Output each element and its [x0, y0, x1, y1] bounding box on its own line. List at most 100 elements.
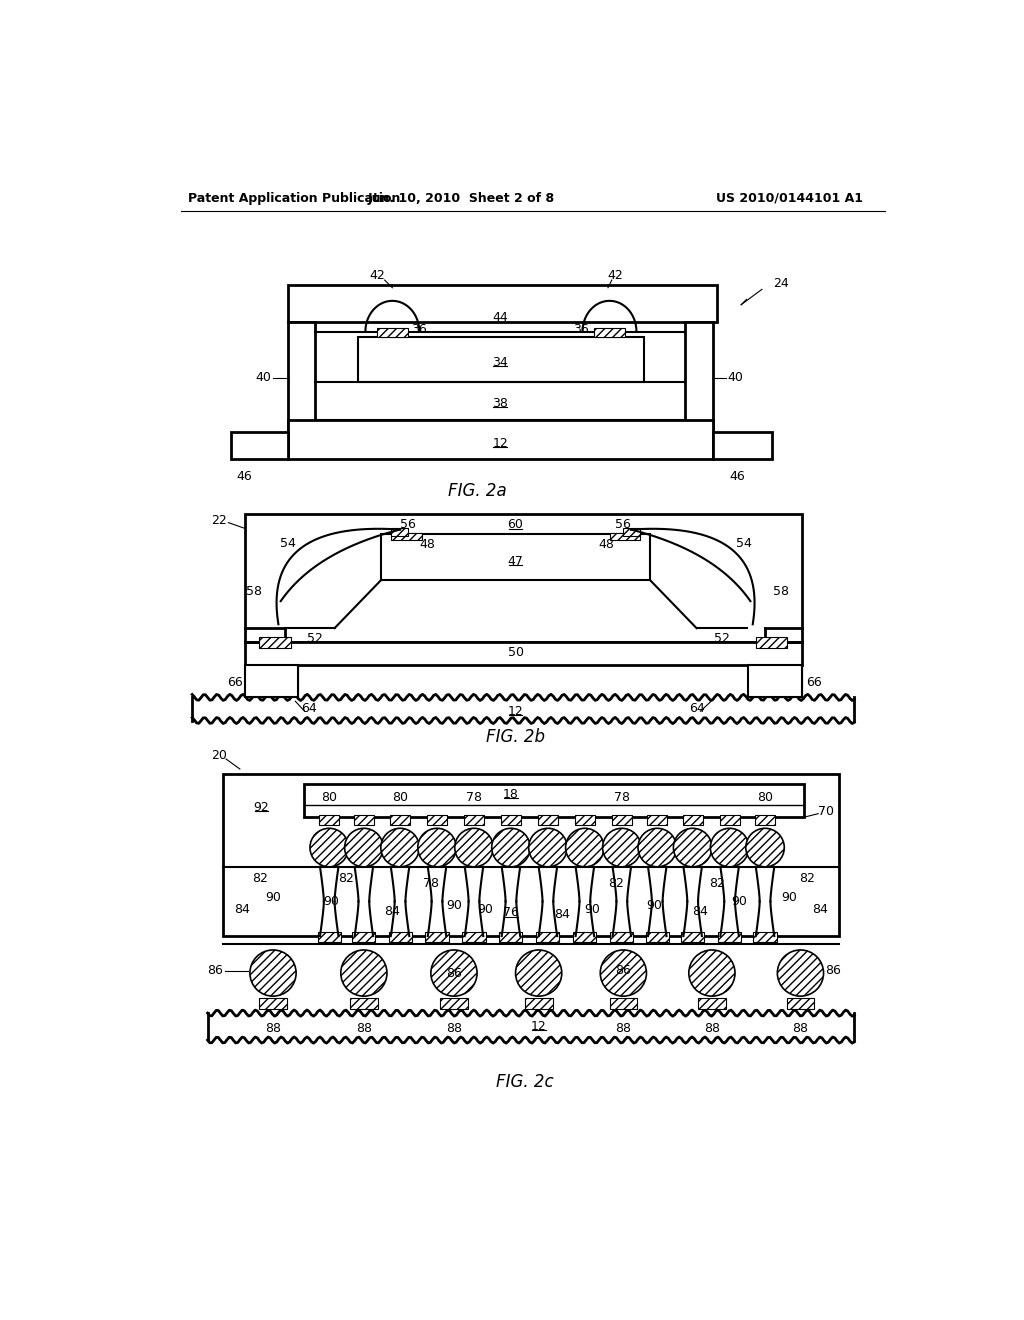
Text: 52: 52 [714, 632, 730, 645]
Bar [259, 998, 287, 1010]
Text: 48: 48 [598, 539, 614, 552]
Text: 54: 54 [281, 537, 296, 550]
Bar [381, 535, 650, 581]
Text: 80: 80 [757, 791, 773, 804]
Text: 58: 58 [246, 585, 262, 598]
Text: 38: 38 [493, 397, 508, 409]
Circle shape [602, 829, 641, 867]
Text: 86: 86 [446, 966, 462, 979]
Circle shape [341, 950, 387, 997]
Bar [755, 816, 775, 825]
Text: 22: 22 [211, 513, 227, 527]
Bar [463, 932, 485, 942]
Text: 58: 58 [773, 585, 790, 598]
Bar [646, 932, 669, 942]
Text: 80: 80 [322, 791, 337, 804]
Text: 36: 36 [412, 323, 427, 335]
Bar [350, 998, 378, 1010]
Bar [624, 528, 640, 536]
Text: 84: 84 [554, 908, 569, 921]
Bar [714, 432, 772, 459]
Bar [718, 932, 741, 942]
Bar [245, 665, 298, 697]
Text: FIG. 2a: FIG. 2a [447, 482, 507, 500]
Text: 78: 78 [423, 878, 439, 890]
Bar [289, 285, 717, 322]
Text: 12: 12 [508, 705, 523, 718]
Bar [756, 638, 787, 648]
Bar [538, 816, 558, 825]
Bar [524, 998, 553, 1010]
Bar [390, 816, 410, 825]
Text: 60: 60 [508, 519, 523, 532]
Bar [685, 322, 714, 433]
Bar [427, 816, 447, 825]
Text: 82: 82 [710, 878, 725, 890]
Text: FIG. 2b: FIG. 2b [486, 729, 545, 746]
Text: 90: 90 [265, 891, 281, 904]
Bar [609, 998, 637, 1010]
Text: 88: 88 [793, 1022, 809, 1035]
Bar [388, 932, 412, 942]
Circle shape [492, 829, 530, 867]
Bar [698, 998, 726, 1010]
Text: 47: 47 [508, 554, 523, 568]
Text: Jun. 10, 2010  Sheet 2 of 8: Jun. 10, 2010 Sheet 2 of 8 [368, 191, 555, 205]
Text: 80: 80 [392, 791, 408, 804]
Circle shape [777, 950, 823, 997]
Bar [609, 533, 640, 540]
Bar [754, 932, 776, 942]
Bar [289, 322, 315, 433]
Text: 76: 76 [503, 907, 519, 920]
Circle shape [745, 829, 784, 867]
Bar [354, 816, 374, 825]
Text: 84: 84 [234, 903, 250, 916]
Text: 18: 18 [503, 788, 519, 801]
Circle shape [638, 829, 677, 867]
Circle shape [674, 829, 712, 867]
Bar [357, 337, 644, 381]
Bar [786, 998, 814, 1010]
Bar [464, 816, 484, 825]
Text: 92: 92 [254, 801, 269, 814]
Bar [683, 816, 702, 825]
Circle shape [418, 829, 457, 867]
Text: 90: 90 [446, 899, 462, 912]
Text: 78: 78 [613, 791, 630, 804]
Text: 86: 86 [825, 964, 841, 977]
Bar [594, 327, 625, 337]
Text: 70: 70 [818, 805, 835, 818]
Bar [425, 932, 449, 942]
Bar [391, 528, 408, 536]
Circle shape [689, 950, 735, 997]
Circle shape [515, 950, 562, 997]
Text: 24: 24 [773, 277, 790, 289]
Text: 48: 48 [419, 539, 435, 552]
Text: 88: 88 [446, 1022, 462, 1035]
Bar [749, 665, 802, 697]
Text: 88: 88 [615, 1022, 632, 1035]
Circle shape [345, 829, 383, 867]
Text: 82: 82 [607, 878, 624, 890]
Text: 46: 46 [729, 470, 745, 483]
Text: 82: 82 [252, 871, 268, 884]
Bar [537, 932, 559, 942]
Circle shape [310, 829, 348, 867]
Text: 88: 88 [356, 1022, 372, 1035]
Text: 64: 64 [301, 702, 317, 715]
Circle shape [431, 950, 477, 997]
Text: 66: 66 [226, 676, 243, 689]
Bar [610, 932, 634, 942]
Bar [245, 642, 802, 665]
Text: 84: 84 [812, 903, 827, 916]
Circle shape [250, 950, 296, 997]
Bar [377, 327, 408, 337]
Text: 44: 44 [493, 312, 508, 325]
Text: 34: 34 [493, 356, 508, 370]
Text: 52: 52 [307, 632, 324, 645]
Bar [611, 816, 632, 825]
Circle shape [455, 829, 494, 867]
Text: 54: 54 [736, 537, 753, 550]
Text: 84: 84 [692, 906, 709, 917]
Text: 90: 90 [323, 895, 339, 908]
